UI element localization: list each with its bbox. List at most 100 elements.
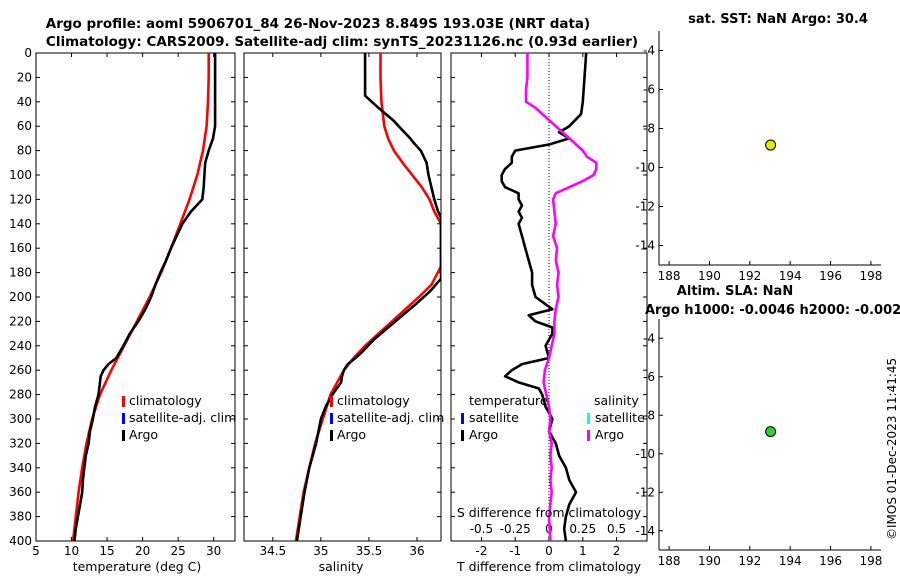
y-tick-label: 60: [17, 119, 32, 133]
x-tick-label: 35: [313, 544, 328, 558]
difference-legend: temperature satellite Argo salinity sate…: [461, 393, 645, 442]
y-tick-label: 340: [9, 461, 32, 475]
x-tick-label: 1: [579, 544, 587, 558]
legend-swatch-s-argo: [587, 430, 590, 441]
y-tick-label: 400: [9, 534, 32, 548]
legend-swatch-satellite: [122, 413, 125, 424]
y-tick-label: 160: [9, 241, 32, 255]
salinity-xlabel: salinity: [319, 559, 364, 574]
y-tick-label: 80: [17, 144, 32, 158]
y-tick-label: -4: [643, 331, 655, 345]
y-tick-label: 360: [9, 485, 32, 499]
legend-swatch-t-satellite: [461, 413, 464, 424]
y-tick-label: -8: [643, 408, 655, 422]
salinity-legend: climatology satellite-adj. clim Argo: [330, 393, 444, 442]
argo-position-marker: [765, 426, 777, 438]
y-tick-label: -12: [635, 200, 655, 214]
legend-swatch-climatology: [330, 396, 333, 407]
temperature-legend: climatology satellite-adj. clim Argo: [122, 393, 236, 442]
y-tick-label: -12: [635, 485, 655, 499]
series-s-diff-argo-line: [524, 53, 598, 541]
legend-label-climatology: climatology: [337, 393, 410, 408]
x-tick-label: 198: [859, 269, 882, 283]
x-tick-label: 190: [698, 269, 721, 283]
y-tick-label: 100: [9, 168, 32, 182]
legend-label-t-satellite: satellite: [469, 410, 519, 425]
x-tick-label: -1: [509, 544, 521, 558]
x-tick-label: 194: [779, 554, 802, 568]
y-tick-label: 280: [9, 388, 32, 402]
legend-swatch-climatology: [122, 396, 125, 407]
x-tick-label: 0: [545, 544, 553, 558]
legend-label-argo: Argo: [337, 427, 366, 442]
series-argo-line: [73, 53, 217, 541]
y-tick-label: 140: [9, 217, 32, 231]
y-tick-label: -8: [643, 122, 655, 136]
x-tick-label: 198: [859, 554, 882, 568]
s-diff-tick-label: 0.25: [569, 522, 596, 536]
argo-position-marker: [765, 139, 777, 151]
legend-label-satellite: satellite-adj. clim: [337, 410, 444, 425]
x-tick-label: 188: [658, 269, 681, 283]
legend-swatch-argo: [122, 430, 125, 441]
legend-label-satellite: satellite-adj. clim: [129, 410, 236, 425]
x-tick-label: 2: [613, 544, 621, 558]
y-tick-label: 240: [9, 339, 32, 353]
y-tick-label: 120: [9, 192, 32, 206]
legend-swatch-satellite: [330, 413, 333, 424]
difference-panel: -2 -1 0 1 2-0.5 -0.25 0 0.25 0.5: [450, 52, 648, 558]
legend-label-t-argo: Argo: [469, 427, 498, 442]
y-tick-label: -14: [635, 239, 655, 253]
y-tick-label: -4: [643, 44, 655, 58]
temperature-xlabel: temperature (deg C): [73, 559, 202, 574]
x-tick-label: 188: [658, 554, 681, 568]
x-tick-label: -2: [475, 544, 487, 558]
x-tick-label: 35.5: [356, 544, 383, 558]
x-tick-label: 15: [99, 544, 114, 558]
y-tick-label: 220: [9, 314, 32, 328]
legend-label-argo: Argo: [129, 427, 158, 442]
y-tick-label: 40: [17, 95, 32, 109]
x-tick-label: 30: [206, 544, 221, 558]
y-tick-label: -10: [635, 447, 655, 461]
y-tick-label: -14: [635, 524, 655, 538]
series-argo-line: [295, 53, 441, 541]
sla-subtitle: Argo h1000: -0.0046 h2000: -0.002: [645, 303, 900, 318]
difference-top-label: S difference from climatology: [457, 505, 642, 520]
temperature-panel: 0 20 40 60 80 100 120 140 160 180 200 220 240 260 280 3…: [9, 46, 236, 558]
legend-swatch-argo: [330, 430, 333, 441]
salinity-panel: 34.5 35 35.5 36: [243, 52, 442, 558]
s-diff-tick-label: -0.25: [500, 522, 531, 536]
sst-map-panel: -4 -6 -8 -10 -12 -14 188 190 192 194 196 198: [635, 31, 882, 283]
plot-frame: [35, 52, 236, 542]
series-climatology-line: [71, 53, 210, 541]
legend-swatch-s-satellite: [587, 413, 590, 424]
x-tick-label: 10: [64, 544, 79, 558]
x-tick-label: 20: [135, 544, 150, 558]
x-tick-label: 34.5: [259, 544, 286, 558]
y-tick-label: 20: [17, 70, 32, 84]
plot-frame: [243, 52, 442, 542]
legend-label-s-satellite: satellite: [595, 410, 645, 425]
y-tick-label: 320: [9, 436, 32, 450]
imos-timestamp: ©IMOS 01-Dec-2023 11:41:45: [885, 358, 899, 540]
legend-heading-salinity: salinity: [594, 393, 639, 408]
x-tick-label: 196: [819, 269, 842, 283]
title-line-2: Climatology: CARS2009. Satellite-adj cli…: [46, 34, 638, 50]
sst-title: sat. SST: NaN Argo: 30.4: [688, 12, 868, 27]
s-diff-tick-label: 0.5: [607, 522, 626, 536]
x-tick-label: 25: [171, 544, 186, 558]
x-tick-label: 192: [738, 554, 761, 568]
legend-heading-temperature: temperature: [469, 393, 548, 408]
x-tick-label: 192: [738, 269, 761, 283]
x-tick-label: 190: [698, 554, 721, 568]
legend-swatch-t-argo: [461, 430, 464, 441]
x-tick-label: 5: [32, 544, 40, 558]
legend-label-climatology: climatology: [129, 393, 202, 408]
y-tick-label: 380: [9, 510, 32, 524]
s-diff-tick-label: -0.5: [470, 522, 493, 536]
y-tick-label: 180: [9, 266, 32, 280]
difference-xlabel: T difference from climatology: [456, 559, 642, 574]
x-tick-label: 36: [409, 544, 424, 558]
